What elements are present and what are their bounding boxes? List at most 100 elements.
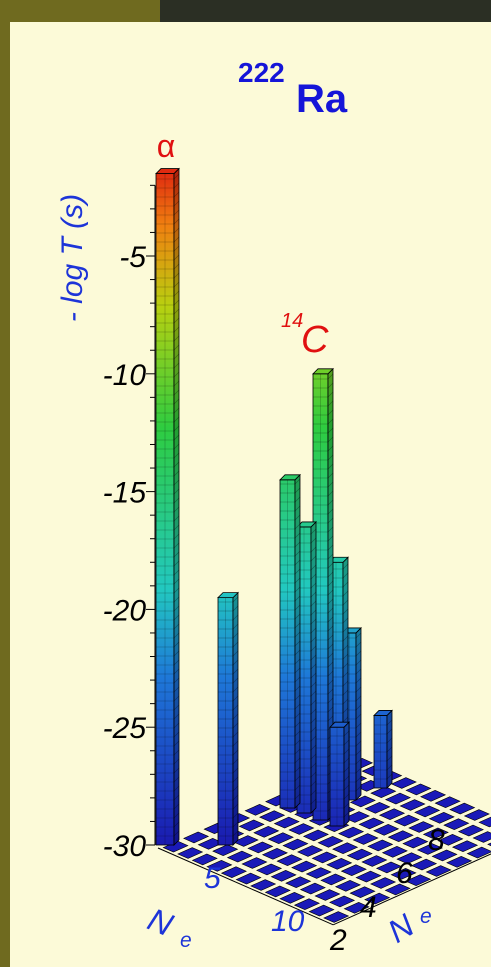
bar-mesh-line	[310, 654, 317, 661]
bar	[296, 520, 317, 814]
bar-mesh-line	[310, 717, 317, 724]
bar-mesh-line	[327, 481, 334, 488]
bar-mesh-line	[386, 755, 393, 762]
floor-tile	[323, 911, 350, 923]
x-tick-5: 5	[204, 862, 221, 895]
bar-mesh-line	[342, 572, 349, 579]
bar-mesh-line	[294, 739, 301, 746]
floor-tile	[405, 783, 432, 796]
z-tick-2: 2	[329, 924, 347, 957]
bar-mesh-line	[294, 775, 301, 782]
bar-mesh-line	[294, 514, 301, 521]
bar-mesh-line	[310, 627, 317, 634]
bar-mesh-line	[342, 626, 349, 633]
bar-mesh-line	[327, 535, 334, 542]
bar-mesh-line	[294, 613, 301, 620]
bar-mesh-line	[310, 762, 317, 769]
bar-mesh-line	[310, 744, 317, 751]
bar-mesh-line	[294, 721, 301, 728]
bar-mesh-line	[173, 326, 180, 333]
bar-mesh-line	[173, 623, 180, 630]
bar-mesh-line	[327, 697, 334, 704]
bar-mesh-line	[173, 533, 180, 540]
axes: -5 -10 -15 -20 -25 -30	[103, 184, 156, 863]
bar-mesh-line	[327, 562, 334, 569]
floor-tile	[329, 895, 356, 908]
bar-mesh-line	[342, 716, 349, 723]
bar-mesh-line	[232, 668, 239, 675]
floor-tile	[308, 904, 335, 917]
floor-tile	[422, 827, 449, 840]
bar-mesh-line	[342, 599, 349, 606]
bar-mesh-line	[343, 748, 350, 755]
title-element: Ra	[296, 77, 348, 121]
bar-mesh-line	[310, 573, 317, 580]
bar-mesh-line	[310, 618, 317, 625]
bar-mesh-line	[386, 719, 393, 726]
bar-mesh-line	[294, 766, 301, 773]
bars	[155, 167, 393, 846]
c14-element: C	[301, 319, 329, 361]
floor-tile	[443, 818, 470, 830]
bar-mesh-line	[310, 555, 317, 562]
bar-mesh-line	[355, 650, 362, 657]
bar-top-face	[217, 592, 239, 599]
title-mass-number: 222	[238, 57, 285, 88]
floor-tile	[387, 830, 414, 842]
bar-mesh-line	[327, 580, 334, 587]
floor-tile	[282, 838, 309, 851]
bar-mesh-line	[294, 505, 301, 512]
floor-tile	[463, 809, 490, 821]
bar-mesh-line	[232, 650, 239, 657]
c14-mass-number: 14	[281, 310, 303, 332]
bar-mesh-line	[173, 236, 180, 243]
floor-tile	[370, 877, 397, 889]
bar-mesh-line	[294, 676, 301, 683]
bar-mesh-line	[232, 776, 239, 783]
bar-mesh-line	[173, 434, 180, 441]
bar-mesh-line	[173, 767, 180, 774]
floor-tile	[232, 835, 259, 847]
bar-mesh-line	[310, 609, 317, 616]
bar-mesh-line	[173, 371, 180, 378]
bar-mesh-line	[342, 635, 349, 642]
floor-tile	[206, 860, 233, 872]
bar-mesh-line	[173, 389, 180, 396]
bar-mesh-line	[310, 753, 317, 760]
bar-side-face	[232, 591, 239, 846]
bar-mesh-line	[173, 362, 180, 369]
bar-mesh-line	[310, 699, 317, 706]
bar-mesh-line	[232, 812, 239, 819]
bar-mesh-line	[232, 641, 239, 648]
y-tick-label: -20	[103, 594, 147, 627]
floor-tile	[393, 814, 420, 827]
bar-mesh-line	[343, 793, 350, 800]
floor-tile	[434, 796, 461, 808]
bar-mesh-line	[173, 740, 180, 747]
floor-tile	[428, 812, 455, 824]
floor-tile	[299, 882, 326, 895]
bar-mesh-line	[327, 427, 334, 434]
floor-tile	[247, 841, 274, 854]
bar-mesh-line	[294, 793, 301, 800]
bar-mesh-line	[173, 254, 180, 261]
floor-tile	[364, 892, 391, 905]
bar-mesh-line	[327, 607, 334, 614]
bar-mesh-line	[343, 730, 350, 737]
bar-mesh-line	[173, 200, 180, 207]
bar-mesh-line	[327, 643, 334, 650]
bar-mesh-line	[173, 290, 180, 297]
bar-mesh-line	[343, 766, 350, 773]
floor-tile	[384, 883, 411, 896]
floor-tile	[361, 855, 388, 867]
bar-mesh-line	[173, 686, 180, 693]
bar-mesh-line	[310, 771, 317, 778]
bar-mesh-line	[355, 722, 362, 729]
bar-mesh-line	[294, 694, 301, 701]
bar-mesh-line	[327, 373, 334, 380]
bar	[329, 721, 350, 827]
bar	[373, 709, 393, 789]
bar-mesh-line	[310, 546, 317, 553]
bar-mesh-line	[342, 707, 349, 714]
bar-mesh-line	[173, 551, 180, 558]
